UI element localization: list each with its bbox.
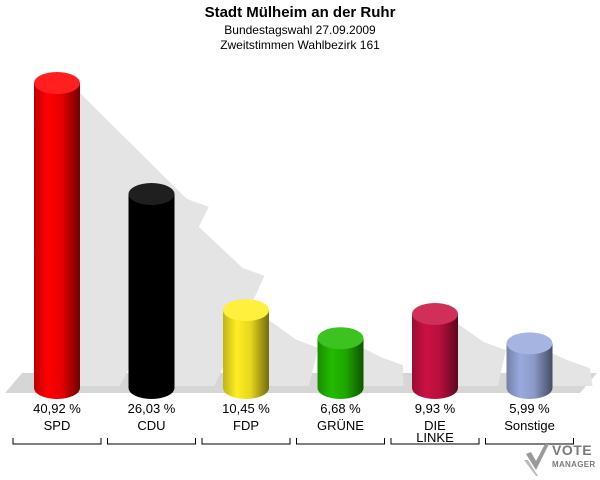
bar-fdp [223, 299, 269, 399]
data-label: 6,68 % [320, 401, 361, 416]
bar-shadow [363, 348, 404, 386]
data-label: 5,99 % [509, 401, 550, 416]
category-bracket [201, 438, 291, 445]
bar-spd [34, 72, 80, 399]
category-bracket [12, 438, 102, 445]
bar-shadow [174, 204, 265, 386]
bar-sonstige [506, 332, 553, 399]
chart-subtitle-election: Bundestagswahl 27.09.2009 [224, 23, 376, 37]
bar-shadow [552, 353, 593, 386]
category-label: Sonstige [504, 418, 555, 433]
bar-die-linke [412, 302, 458, 399]
category-bracket [485, 438, 574, 445]
chart-title: Stadt Mülheim an der Ruhr [204, 4, 396, 21]
category-label: DIE LINKE [416, 418, 454, 445]
bar-shadow [458, 323, 506, 386]
logo-text-manager: MANAGER [552, 460, 596, 469]
data-label: 26,03 % [128, 401, 176, 416]
bar-shadow [269, 320, 319, 386]
data-label: 10,45 % [222, 401, 270, 416]
votemanager-logo: VOTE MANAGER [522, 440, 598, 478]
logo-text-vote: VOTE [552, 442, 593, 458]
category-label: GRÜNE [317, 418, 364, 433]
bar-cdu [128, 183, 175, 399]
data-label: 9,93 % [415, 401, 456, 416]
category-bracket [296, 438, 385, 445]
ballot-check-icon [524, 444, 549, 476]
bar-grüne [317, 327, 364, 399]
category-label: CDU [137, 418, 165, 433]
category-label: FDP [233, 418, 259, 433]
data-label: 40,92 % [33, 401, 81, 416]
category-bracket [107, 438, 196, 445]
chart-subtitle-district: Zweitstimmen Wahlbezirk 161 [220, 38, 380, 52]
category-bracket [390, 438, 480, 445]
category-label: SPD [44, 418, 71, 433]
